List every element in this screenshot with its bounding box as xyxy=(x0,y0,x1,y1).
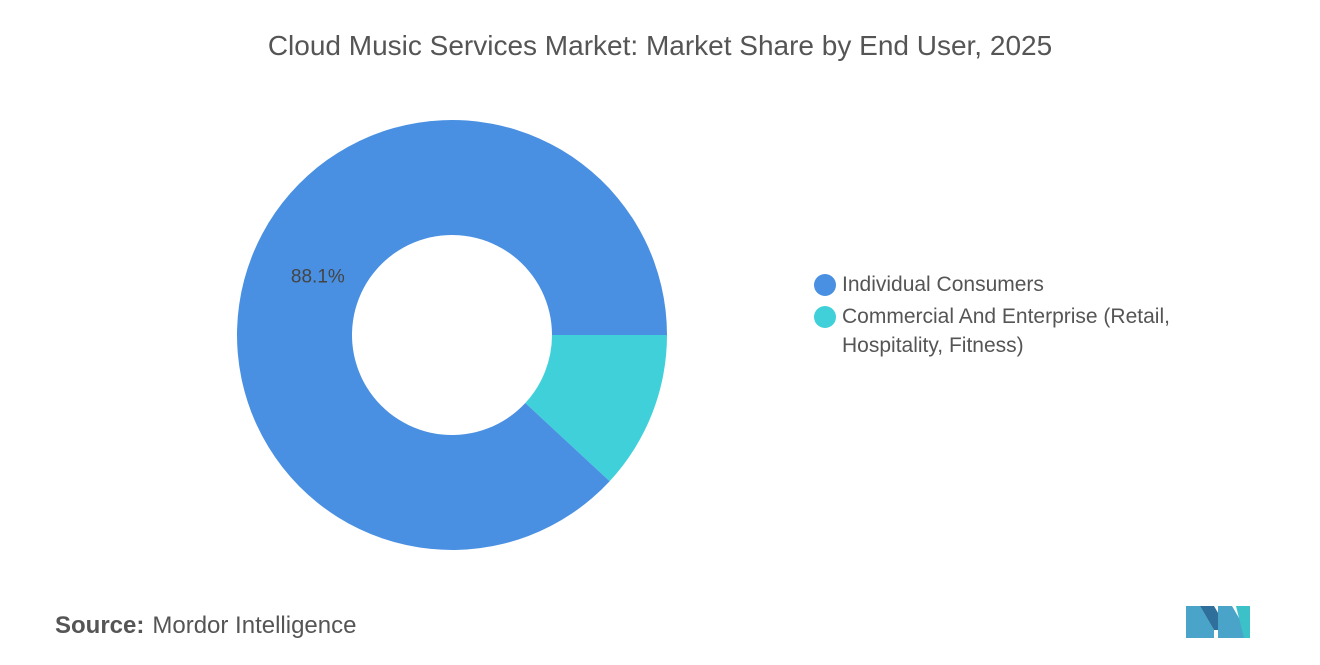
source: Source: Mordor Intelligence xyxy=(55,612,356,640)
source-text: Mordor Intelligence xyxy=(152,612,357,639)
legend-label: Commercial And Enterprise (Retail, Hospi… xyxy=(842,305,1170,357)
legend: Individual Consumers Commercial And Enter… xyxy=(812,270,1192,363)
logo xyxy=(1186,606,1250,638)
donut-slice xyxy=(236,119,668,550)
legend-item: Individual Consumers xyxy=(812,270,1192,299)
donut-slice xyxy=(525,335,667,482)
legend-label: Individual Consumers xyxy=(842,273,1044,296)
legend-marker xyxy=(814,274,836,296)
legend-marker xyxy=(814,306,836,328)
source-label: Source: xyxy=(55,612,145,639)
data-label: 88.1% xyxy=(291,267,345,288)
chart-title: Cloud Music Services Market: Market Shar… xyxy=(267,30,1053,61)
legend-item: Commercial And Enterprise (Retail, Hospi… xyxy=(812,302,1192,360)
